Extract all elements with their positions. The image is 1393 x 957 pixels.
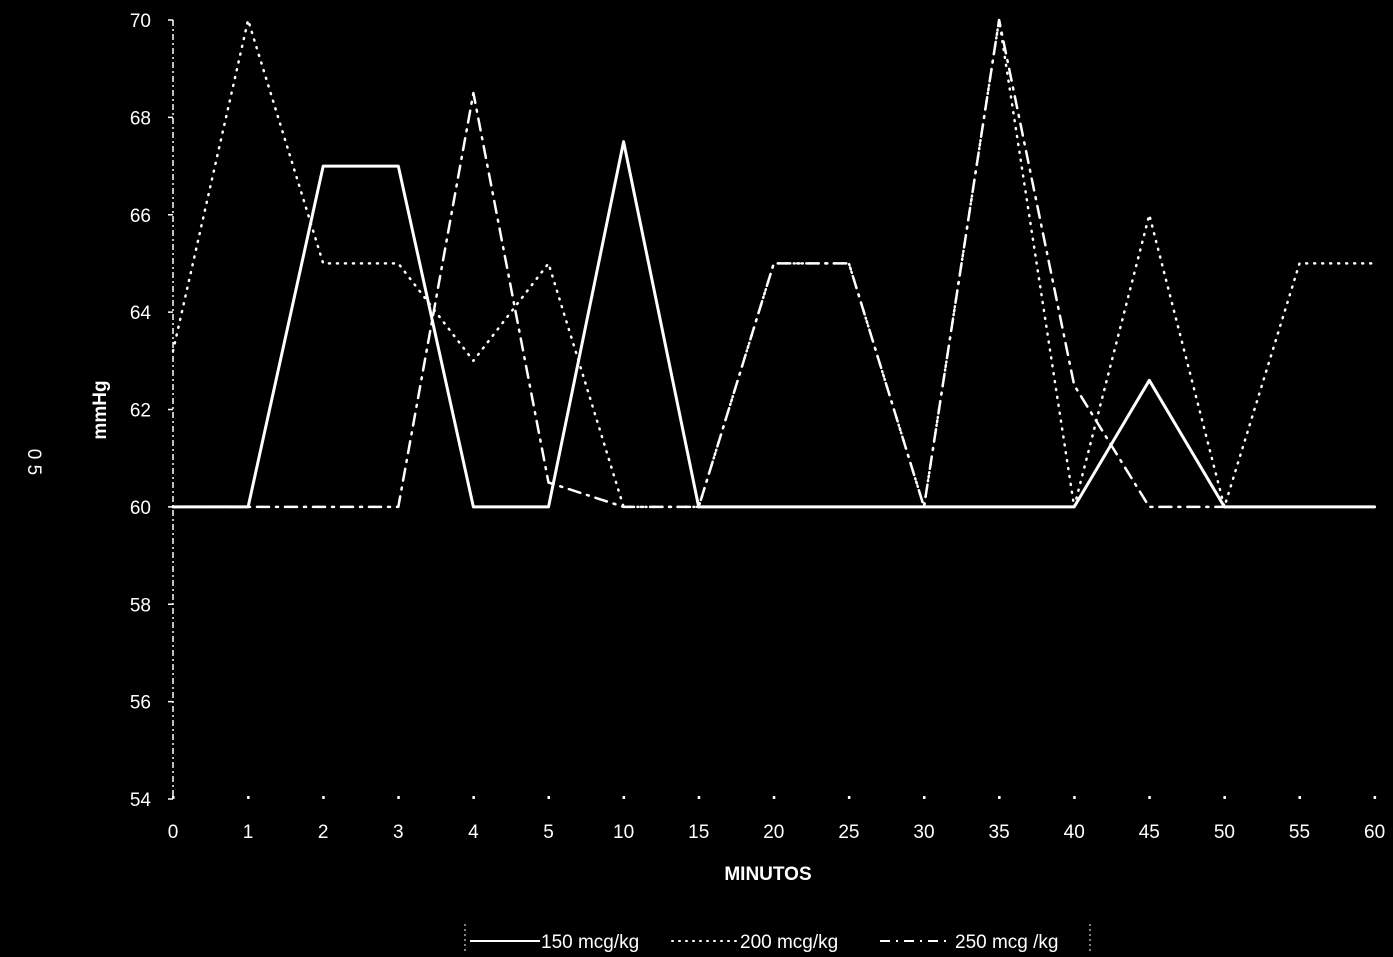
x-tick-mark: [1223, 796, 1226, 799]
series-line-2: [171, 18, 1376, 509]
legend-label-200: 200 mcg/kg: [740, 932, 838, 953]
y-tick-label: 58: [130, 595, 151, 616]
x-tick-mark: [697, 796, 701, 799]
x-tick-mark: [622, 796, 626, 799]
x-tick-mark: [1148, 796, 1151, 799]
x-tick-mark: [1298, 796, 1301, 799]
x-tick-mark: [397, 796, 400, 799]
x-tick-mark: [472, 796, 475, 799]
x-tick-mark: [998, 796, 1001, 799]
y-tick-label: 60: [130, 498, 151, 519]
legend-label-250: 250 mcg /kg: [955, 932, 1059, 953]
x-tick-mark: [847, 796, 851, 799]
x-tick-mark: [772, 796, 776, 799]
x-tick-label: 50: [1214, 822, 1235, 843]
y-tick-label: 62: [130, 401, 151, 422]
x-tick-mark: [547, 796, 550, 799]
x-tick-label: 10: [613, 822, 634, 843]
legend: 150 mcg/kg 200 mcg/kg 250 mcg /kg: [464, 924, 1091, 953]
x-axis: 0 1 2 3 4 5 10 15 20 25 30 35 40 45 50 55 60: [168, 796, 1385, 843]
y-axis-title: mmHg: [90, 380, 111, 439]
x-tick-label: 60: [1364, 822, 1385, 843]
series-line-1: [171, 140, 1377, 509]
x-tick-label: 25: [838, 822, 859, 843]
side-label: 0 5: [23, 449, 44, 475]
x-tick-label: 3: [393, 822, 404, 843]
x-tick-label: 55: [1289, 822, 1310, 843]
x-tick-mark: [322, 796, 325, 799]
x-tick-label: 4: [468, 822, 479, 843]
x-tick-label: 1: [243, 822, 254, 843]
x-tick-label: 5: [543, 822, 554, 843]
y-tick-label: 68: [130, 108, 151, 129]
y-tick-label: 66: [130, 206, 151, 227]
x-tick-mark: [1373, 796, 1377, 799]
x-tick-label: 45: [1139, 822, 1160, 843]
x-tick-mark: [247, 796, 250, 799]
series-layer: [171, 18, 1377, 509]
x-tick-label: 30: [913, 822, 934, 843]
x-tick-label: 40: [1064, 822, 1085, 843]
series-line-3: [171, 18, 1226, 509]
x-tick-label: 15: [688, 822, 709, 843]
x-tick-label: 35: [989, 822, 1010, 843]
y-tick-label: 64: [130, 303, 152, 324]
x-tick-label: 20: [763, 822, 784, 843]
x-tick-mark: [1073, 796, 1076, 799]
y-tick-label: 70: [130, 11, 151, 32]
y-tick-label: 54: [130, 790, 152, 811]
x-axis-title: MINUTOS: [724, 864, 811, 885]
x-tick-mark: [172, 796, 175, 799]
x-tick-label: 0: [168, 822, 179, 843]
x-tick-label: 2: [318, 822, 329, 843]
y-axis: 54 56 58 60 62 64 66 68 70: [130, 11, 174, 811]
y-tick-label: 56: [130, 693, 151, 714]
x-tick-mark: [923, 796, 926, 799]
legend-label-150: 150 mcg/kg: [541, 932, 639, 953]
